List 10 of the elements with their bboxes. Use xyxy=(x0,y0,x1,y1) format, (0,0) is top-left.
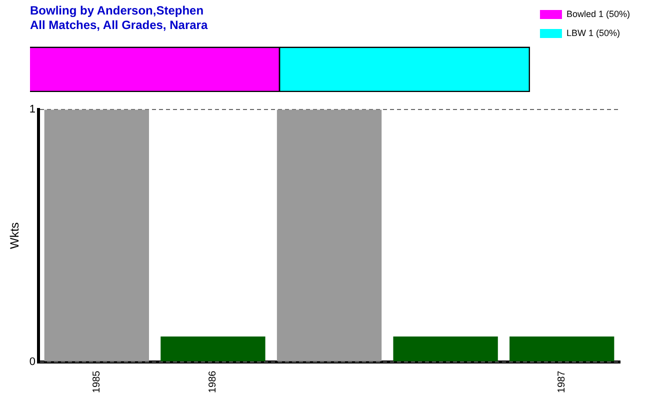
y-tick-label: 0 xyxy=(29,356,36,368)
legend-label: LBW 1 (50%) xyxy=(566,28,620,38)
x-tick-label: 1985 xyxy=(91,370,102,394)
y-tick-label: 1 xyxy=(29,104,36,116)
x-tick-label: 1986 xyxy=(208,370,219,394)
chart-title: Bowling by Anderson,Stephen xyxy=(30,4,204,18)
y-axis-title: Wkts xyxy=(8,222,22,250)
chart-subtitle: All Matches, All Grades, Narara xyxy=(30,18,208,32)
x-tick-label: 1987 xyxy=(556,370,568,394)
legend-label: Bowled 1 (50%) xyxy=(566,8,630,19)
